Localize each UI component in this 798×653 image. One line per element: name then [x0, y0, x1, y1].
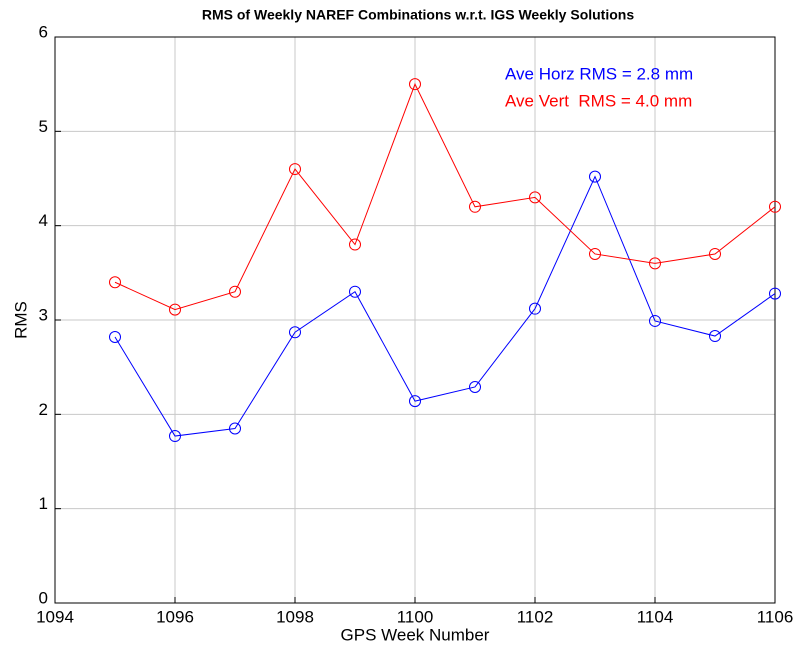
- point-marker: [709, 247, 721, 260]
- point-marker: [169, 430, 181, 443]
- point-marker: [649, 314, 661, 327]
- y-tick-label: 1: [39, 494, 48, 513]
- y-tick-label: 3: [39, 305, 48, 324]
- point-marker: [589, 247, 601, 260]
- y-tick-label: 6: [39, 22, 48, 41]
- x-tick-label: 1096: [156, 607, 194, 626]
- y-tick-label: 0: [39, 588, 48, 607]
- x-axis-label: GPS Week Number: [341, 625, 490, 644]
- annotation: Ave Horz RMS = 2.8 mm: [505, 64, 693, 83]
- point-marker: [289, 326, 301, 339]
- y-tick-label: 5: [39, 117, 48, 136]
- point-marker: [349, 238, 361, 251]
- point-marker: [589, 170, 601, 183]
- x-tick-label: 1106: [757, 607, 794, 626]
- point-marker: [229, 422, 241, 435]
- point-marker: [529, 302, 541, 315]
- point-marker: [469, 380, 481, 393]
- point-marker: [769, 200, 781, 213]
- point-marker: [709, 330, 721, 343]
- y-tick-label: 2: [39, 400, 48, 419]
- series-line: [114, 175, 776, 437]
- point-marker: [649, 257, 661, 270]
- point-marker: [409, 78, 421, 91]
- point-marker: [349, 285, 361, 298]
- point-marker: [109, 330, 121, 343]
- point-marker: [109, 276, 121, 289]
- plot-frame: [54, 36, 776, 604]
- y-axis-label: RMS: [11, 301, 30, 339]
- annotation: Ave Vert RMS = 4.0 mm: [505, 91, 692, 110]
- x-tick-label: 1098: [276, 607, 314, 626]
- point-marker: [289, 163, 301, 176]
- x-tick-label: 1094: [36, 607, 74, 626]
- point-marker: [769, 287, 781, 300]
- x-tick-label: 1100: [397, 607, 434, 626]
- x-tick-label: 1102: [517, 607, 554, 626]
- chart-title: RMS of Weekly NAREF Combinations w.r.t. …: [202, 7, 634, 23]
- point-marker: [229, 285, 241, 298]
- series-line: [114, 82, 776, 311]
- point-marker: [469, 200, 481, 213]
- x-tick-label: 1104: [637, 607, 674, 626]
- point-marker: [529, 191, 541, 204]
- y-tick-label: 4: [39, 211, 48, 230]
- point-marker: [409, 395, 421, 408]
- point-marker: [169, 303, 181, 316]
